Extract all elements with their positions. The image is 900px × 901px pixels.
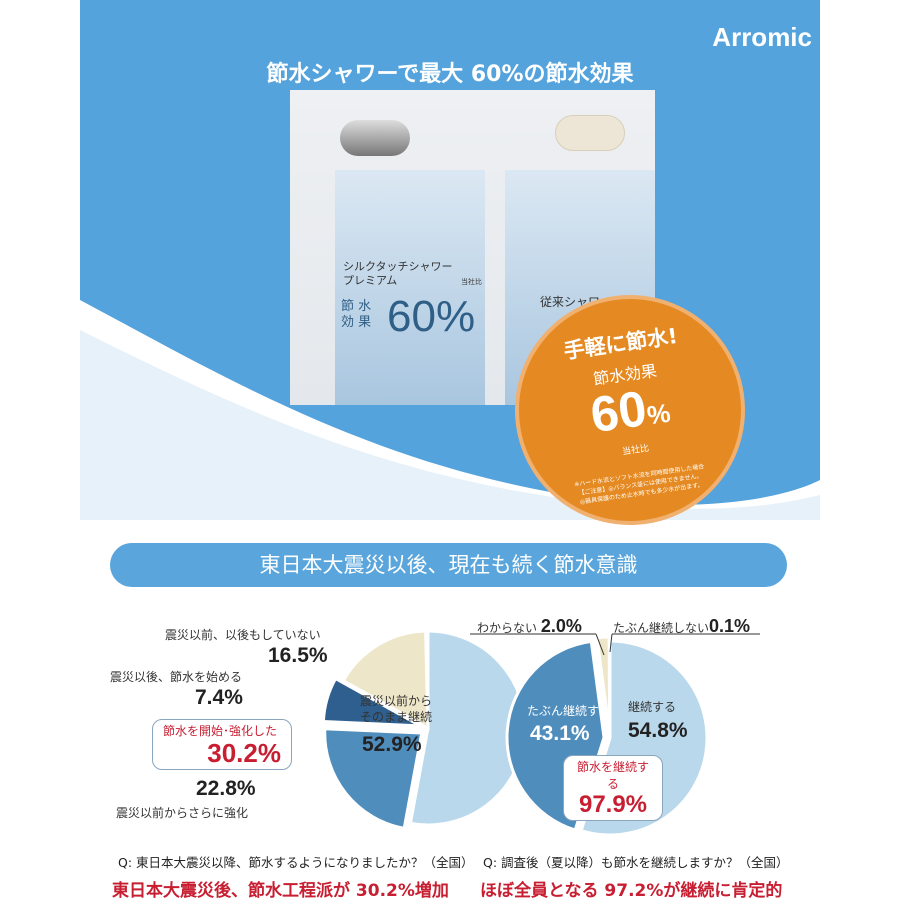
leader-line <box>595 633 605 656</box>
slice-label: 継続する <box>628 700 677 714</box>
slice-value: 7.4% <box>195 686 243 709</box>
pie-chart-earthquake <box>321 629 527 831</box>
product-name: シルクタッチシャワー <box>343 260 453 273</box>
pie-slice <box>341 629 430 731</box>
slice-value: 52.9% <box>362 733 422 756</box>
pie-slice <box>323 727 424 831</box>
slice-value: 54.8% <box>628 719 688 742</box>
survey-conclusion: 東日本大震災後、節水工程派が 30.2%増加 <box>112 881 449 901</box>
slice-value: 0.1% <box>709 616 751 636</box>
callout-box: 節水を継続する 97.9% <box>563 755 663 821</box>
product-name-2: プレミアム <box>343 274 398 287</box>
slice-label: 震災以後、節水を始める <box>110 670 243 684</box>
survey-conclusion: ほぼ全員となる 97.2%が継続に肯定的 <box>480 881 783 901</box>
callout-value: 97.9% <box>578 791 648 818</box>
callout-label: 節水を開始･強化した <box>163 724 278 738</box>
effect-label-2: 効 果 <box>341 315 372 330</box>
pie-slice <box>321 676 422 728</box>
leader-line <box>609 633 613 653</box>
callout-value: 30.2% <box>207 738 281 768</box>
slice-value: 43.1% <box>530 722 590 745</box>
slice-value: 16.5% <box>268 644 328 667</box>
white-shower-head-icon <box>555 115 625 151</box>
survey-question: Q: 調査後（夏以降）も節水を継続しますか？（全国） <box>483 855 789 870</box>
slice-label: 震災以前からさらに強化 <box>116 806 249 820</box>
effect-value: 60% <box>387 292 476 341</box>
section-banner: 東日本大震災以後、現在も続く節水意識 <box>110 543 787 587</box>
slice-label: たぶん継続する <box>527 704 612 718</box>
brand-logo: Arromic <box>712 22 812 52</box>
headline: 節水シャワーで最大 60%の節水効果 <box>266 62 634 87</box>
slice-label: 震災以前、以後もしていない <box>165 628 321 642</box>
slice-value: 2.0% <box>540 616 582 636</box>
callout-label: 節水を継続する <box>576 760 649 791</box>
effect-label: 節 水 <box>341 299 372 314</box>
water-tank-premium: シルクタッチシャワー プレミアム 節 水 効 果 60% 当社比 <box>335 170 485 405</box>
slice-label: 震災以前からそのまま継続 <box>360 694 433 724</box>
comparison-note: 当社比 <box>461 278 482 286</box>
silver-shower-head-icon <box>340 120 410 156</box>
wave-shape <box>80 300 820 520</box>
callout-box: 節水を開始･強化した 30.2% <box>152 719 292 770</box>
survey-question: Q: 東日本大震災以降、節水するようになりましたか？（全国） <box>118 855 474 870</box>
slice-value: 22.8% <box>196 777 256 800</box>
slice-label: たぶん継続しない <box>613 621 710 635</box>
slice-label: わからない <box>477 621 538 635</box>
pie-slice <box>607 639 612 739</box>
